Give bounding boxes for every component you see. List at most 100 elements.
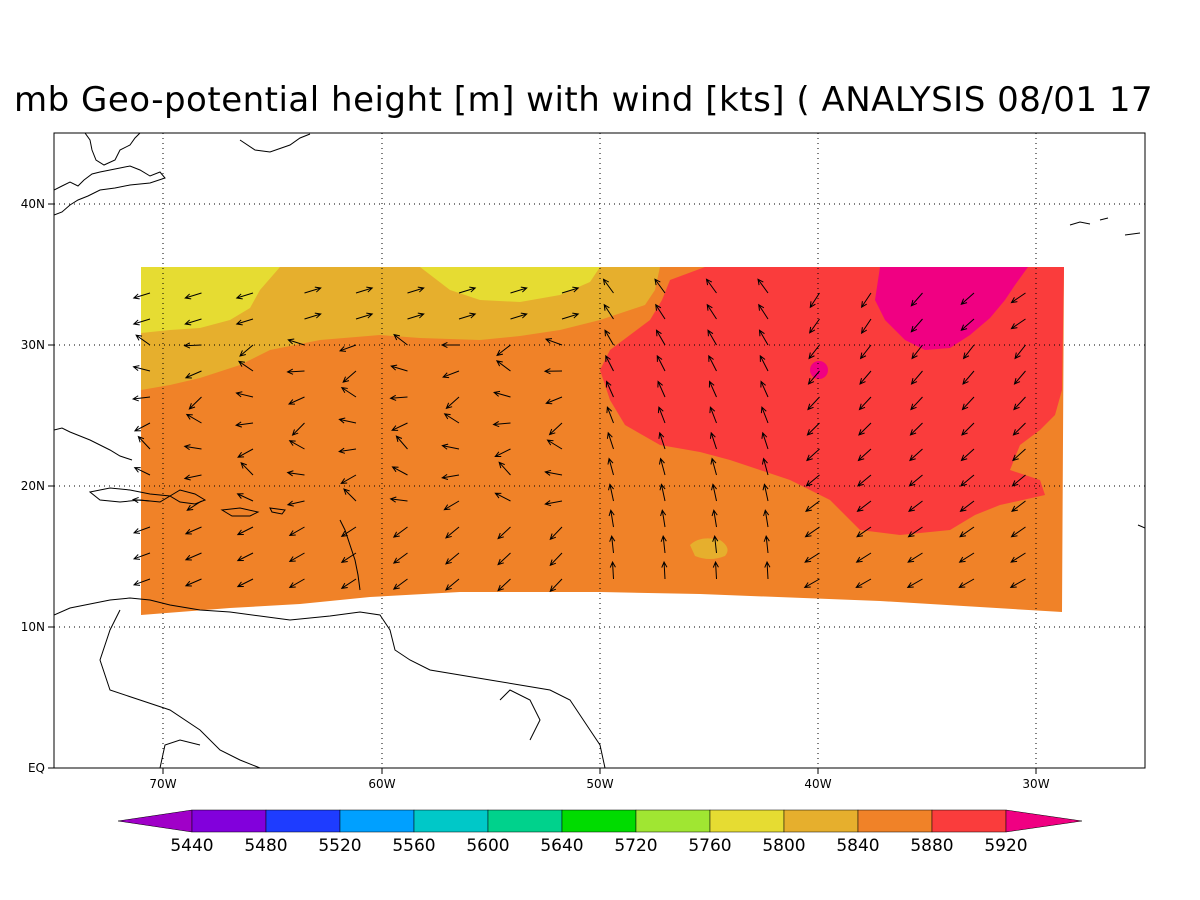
wind-arrow xyxy=(237,448,254,458)
wind-arrow xyxy=(389,496,408,503)
wind-arrow xyxy=(961,422,975,436)
colorbar-label: 5600 xyxy=(466,836,509,856)
wind-arrow xyxy=(286,470,305,477)
wind-arrow xyxy=(549,526,563,541)
wind-arrow xyxy=(497,526,511,540)
wind-arrow xyxy=(445,396,460,410)
wind-arrow xyxy=(288,552,305,563)
wind-arrow xyxy=(1010,292,1026,304)
colorbar-label: 5720 xyxy=(614,836,657,856)
wind-arrow xyxy=(654,278,666,294)
wind-arrow xyxy=(395,435,408,450)
wind-arrow xyxy=(809,292,820,309)
wind-arrow xyxy=(959,500,975,512)
wind-arrow xyxy=(1012,448,1026,462)
wind-arrow xyxy=(131,496,151,504)
wind-arrow xyxy=(184,292,202,300)
colorbar-label: 5560 xyxy=(392,836,435,856)
wind-arrow xyxy=(495,360,511,372)
coastlines xyxy=(54,133,1145,768)
wind-arrow xyxy=(391,422,408,431)
wind-arrow xyxy=(709,431,717,450)
wind-arrow xyxy=(561,286,580,294)
wind-arrow xyxy=(1011,500,1026,512)
wind-arrow xyxy=(133,422,151,432)
wind-arrow xyxy=(805,474,820,487)
wind-arrow xyxy=(908,500,923,512)
wind-arrow xyxy=(710,457,717,476)
colorbar-swatch xyxy=(413,809,489,833)
colorbar-swatch xyxy=(265,809,341,833)
colorbar-label: 5480 xyxy=(244,836,287,856)
wind-arrow xyxy=(602,278,614,294)
wind-arrow xyxy=(661,560,668,580)
colorbar-swatch xyxy=(191,809,267,833)
wind-arrow xyxy=(1009,578,1026,589)
wind-arrow xyxy=(909,422,923,436)
wind-arrow xyxy=(338,447,357,454)
wind-arrow xyxy=(137,435,151,450)
wind-arrow xyxy=(355,286,374,294)
wind-arrow xyxy=(342,370,357,383)
wind-arrow xyxy=(132,552,151,560)
wind-arrow xyxy=(235,292,254,300)
wind-arrow xyxy=(712,560,719,580)
wind-arrow xyxy=(856,526,872,538)
colorbar-swatch xyxy=(561,809,637,833)
wind-arrow xyxy=(288,440,305,450)
wind-arrow xyxy=(132,578,151,586)
wind-arrow xyxy=(236,526,254,536)
wind-arrow xyxy=(909,448,923,462)
wind-arrow xyxy=(707,329,717,346)
wind-arrow xyxy=(392,552,408,564)
wind-arrow xyxy=(859,344,872,360)
wind-arrow xyxy=(496,344,511,357)
wind-arrow xyxy=(709,406,717,424)
wind-arrow xyxy=(340,387,357,398)
wind-arrow xyxy=(910,318,923,333)
lat-tick-10n: 10N xyxy=(21,620,45,634)
wind-arrow xyxy=(910,292,923,307)
colorbar-swatch xyxy=(487,809,563,833)
wind-arrow xyxy=(498,461,511,476)
wind-arrow xyxy=(390,364,408,372)
wind-arrow xyxy=(604,329,614,346)
lon-tick-70w: 70W xyxy=(149,777,176,791)
wind-arrow xyxy=(510,286,528,294)
wind-arrow xyxy=(287,338,305,346)
wind-arrow xyxy=(609,534,616,554)
wind-arrow xyxy=(803,578,820,589)
wind-arrow xyxy=(544,469,563,476)
wind-arrow xyxy=(910,370,923,385)
wind-arrow xyxy=(605,380,614,398)
wind-arrow xyxy=(291,422,305,436)
wind-arrow xyxy=(407,312,425,320)
colorbar-swatch xyxy=(783,809,859,833)
wind-arrow xyxy=(544,500,563,507)
grid-lines xyxy=(54,133,1145,768)
wind-arrow xyxy=(445,578,460,591)
lon-tick-30w: 30W xyxy=(1022,777,1049,791)
wind-arrow xyxy=(545,396,563,405)
wind-arrow xyxy=(304,312,322,320)
wind-arrow xyxy=(238,360,254,372)
wind-arrow xyxy=(188,396,202,410)
wind-arrow xyxy=(708,380,717,398)
wind-arrow xyxy=(183,444,202,451)
wind-arrow xyxy=(1013,370,1026,385)
colorbar-swatch xyxy=(709,809,785,833)
wind-arrow xyxy=(603,303,614,320)
wind-arrow xyxy=(184,552,202,561)
wind-arrow xyxy=(705,278,717,294)
wind-arrow xyxy=(286,500,305,507)
wind-arrow xyxy=(658,457,666,476)
wind-arrow xyxy=(859,370,872,385)
wind-arrow xyxy=(805,500,820,512)
wind-arrow xyxy=(759,354,769,372)
wind-arrow xyxy=(183,474,202,481)
wind-arrow xyxy=(608,509,615,528)
wind-arrow xyxy=(806,448,820,462)
wind-arrow xyxy=(132,365,151,372)
wind-arrow xyxy=(458,312,477,320)
wind-arrow xyxy=(544,338,563,346)
